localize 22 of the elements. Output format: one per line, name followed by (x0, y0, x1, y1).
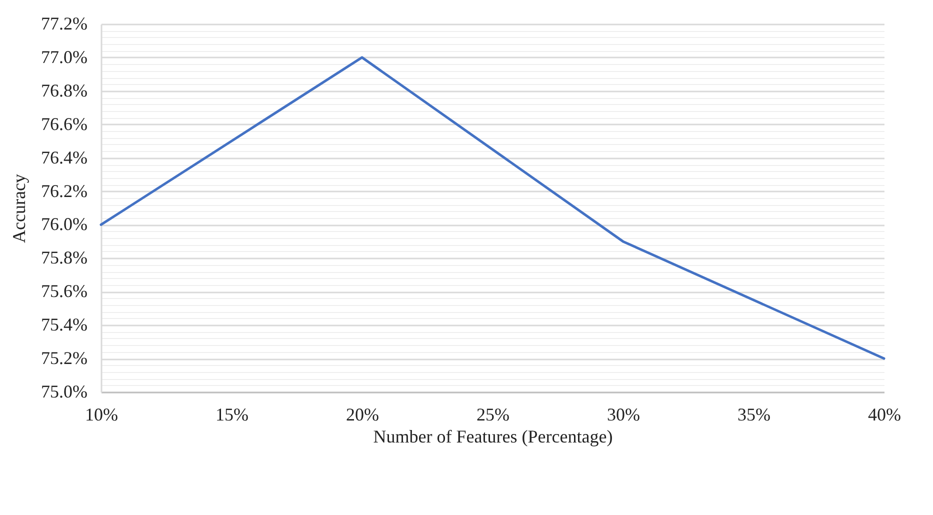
y-tick-label: 76.8% (41, 80, 88, 100)
x-tick-label: 35% (738, 404, 770, 424)
y-tick-label: 77.0% (41, 46, 88, 67)
x-tick-label: 25% (476, 404, 510, 424)
line-series (100, 56, 886, 360)
y-tick-label: 76.6% (41, 114, 88, 134)
y-tick-label: 75.6% (41, 281, 88, 302)
x-tick-label: 10% (85, 404, 118, 424)
x-axis-title: Number of Features (Percentage) (373, 426, 613, 446)
x-tick-label: 15% (216, 404, 248, 424)
x-tick-label: 30% (607, 404, 640, 424)
y-tick-label: 75.0% (41, 382, 88, 402)
y-tick-label: 76.2% (41, 180, 88, 201)
y-tick-label: 77.2% (41, 14, 88, 34)
y-tick-label: 75.2% (41, 348, 88, 368)
x-tick-label: 40% (868, 404, 901, 424)
y-tick-label: 75.4% (41, 314, 88, 335)
y-tick-label: 76.4% (41, 147, 88, 168)
y-tick-label: 75.8% (41, 248, 88, 268)
y-axis-title: Accuracy (9, 174, 30, 243)
y-tick-label: 76.0% (41, 214, 88, 234)
x-tick-label: 20% (346, 404, 379, 424)
